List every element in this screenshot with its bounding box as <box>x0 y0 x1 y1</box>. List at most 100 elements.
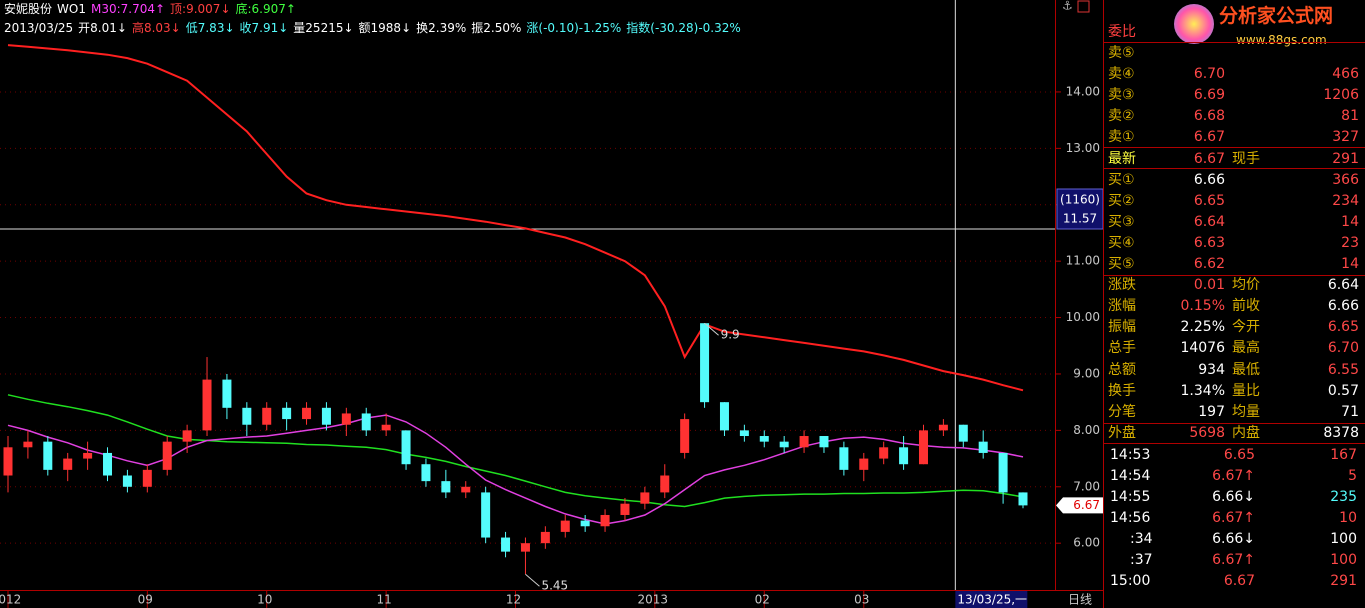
tick-amount: 167 <box>1330 447 1357 463</box>
book-label: 买③ <box>1108 213 1135 230</box>
stat-value2: 0.57 <box>1327 382 1359 399</box>
tick-price: 6.67↑ <box>1212 468 1255 484</box>
stat-label: 涨幅 <box>1108 298 1136 315</box>
book-label: 买④ <box>1108 234 1135 251</box>
quote-panel: 委比 分析家公式网 www.88gs.com 卖⑤ 卖④ 6.70 466 卖③ 6.69… <box>1103 0 1365 608</box>
candle-body <box>401 430 411 465</box>
ma-line <box>7 414 1024 525</box>
tick-price: 6.66↓ <box>1212 531 1255 547</box>
x-tick-label: 11 <box>376 593 391 607</box>
stat-label2: 量比 <box>1232 382 1260 399</box>
book-amount: 1206 <box>1323 87 1359 104</box>
header-segment: 振2.50% <box>471 21 521 35</box>
x-tick-label: 09 <box>138 593 153 607</box>
stat-value2: 6.64 <box>1327 277 1359 294</box>
anchor-icon[interactable]: ⚓ <box>1062 0 1073 13</box>
annotation-leader <box>525 573 540 587</box>
candle-body <box>978 441 988 453</box>
book-label: 买⑤ <box>1108 256 1135 272</box>
stat-value: 197 <box>1198 403 1225 420</box>
candle-body <box>859 458 869 470</box>
header-segment: M30:7.704↑ <box>91 2 165 16</box>
stat-value: 934 <box>1198 361 1225 378</box>
annotation: 5.45 <box>541 579 568 593</box>
y-tick-label: 10.00 <box>1066 310 1100 324</box>
y-tick-label: 9.00 <box>1073 366 1100 380</box>
x-tick-label: 12 <box>506 593 521 607</box>
y-tick-label: 13.00 <box>1066 141 1100 155</box>
tick-amount: 235 <box>1330 489 1357 505</box>
x-tick-label: 2012 <box>0 593 21 607</box>
candle-body <box>83 452 93 459</box>
separator <box>1104 168 1365 169</box>
header-segment: 开8.01↓ <box>78 21 127 35</box>
tick-price: 6.66↓ <box>1212 489 1255 505</box>
tick-time: 14:56 <box>1110 510 1151 526</box>
crosshair-date: 13/03/25,一 <box>957 593 1027 607</box>
stat-value2: 6.55 <box>1327 361 1359 378</box>
book-price: 6.67 <box>1193 150 1225 167</box>
stat-label2: 前收 <box>1232 298 1260 315</box>
panel-title: 委比 <box>1108 24 1136 40</box>
book-label: 卖① <box>1108 129 1135 146</box>
logo-url: www.88gs.com <box>1236 33 1327 47</box>
book-price: 6.67 <box>1193 129 1225 146</box>
logo-icon <box>1174 4 1214 44</box>
y-tick-label: 11.00 <box>1066 254 1100 268</box>
tick-amount: 5 <box>1348 468 1357 484</box>
candle-body <box>719 402 729 431</box>
separator <box>1104 42 1365 43</box>
tick-amount: 100 <box>1330 552 1357 568</box>
candle-body <box>321 407 331 425</box>
book-label: 最新 <box>1108 150 1136 167</box>
candle-body <box>103 452 113 476</box>
stat-value: 1.34% <box>1180 382 1225 399</box>
book-price: 6.69 <box>1193 87 1225 104</box>
book-label: 买② <box>1108 192 1135 209</box>
book-amount: 23 <box>1341 234 1359 251</box>
candle-body <box>43 441 53 470</box>
y-tick-label: 14.00 <box>1066 84 1100 98</box>
candle-body <box>879 447 889 459</box>
tick-time: 14:55 <box>1110 489 1151 505</box>
header-segment: 安妮股份 <box>4 1 52 16</box>
candle-body <box>918 430 928 465</box>
candle-body <box>381 424 391 431</box>
candle-body <box>799 436 809 448</box>
annotation-leader <box>704 322 719 336</box>
crosshair-count: (1160) <box>1060 193 1100 207</box>
candle-body <box>202 379 212 431</box>
book-price: 6.68 <box>1193 108 1225 125</box>
crosshair-value: 11.57 <box>1063 212 1097 226</box>
tick-time: :34 <box>1130 531 1153 547</box>
candle-body <box>122 475 132 487</box>
header-line-2: 2013/03/25 开8.01↓ 高8.03↓ 低7.83↓ 收7.91↓ 量25215… <box>4 20 741 35</box>
window-icon[interactable] <box>1077 0 1090 13</box>
candle-body <box>242 407 252 425</box>
candle-body <box>779 441 789 448</box>
candle-body <box>341 413 351 425</box>
stat-label: 总手 <box>1108 340 1136 357</box>
candle-body <box>640 492 650 504</box>
candle-body <box>620 503 630 515</box>
stat-label: 换手 <box>1108 382 1136 399</box>
header-segment: 指数(-30.28)-0.32% <box>626 20 741 35</box>
book-amount: 466 <box>1332 66 1359 83</box>
candle-body <box>540 531 550 544</box>
chart-bg <box>0 0 1103 608</box>
x-tick-label: 03 <box>854 593 869 607</box>
stat-value: 5698 <box>1189 424 1225 441</box>
candle-body <box>282 407 292 420</box>
crosshair-box <box>1056 188 1103 230</box>
candle-body <box>660 475 670 493</box>
separator <box>1104 423 1365 424</box>
book-amount: 14 <box>1341 213 1359 230</box>
tick-time: 14:54 <box>1110 468 1151 484</box>
y-tick-label: 7.00 <box>1073 479 1100 493</box>
candle-body <box>262 407 272 425</box>
x-tick-label: 2013 <box>638 593 669 607</box>
tick-amount: 10 <box>1339 510 1357 526</box>
book-label: 卖② <box>1108 108 1135 125</box>
book-label: 卖④ <box>1108 66 1135 83</box>
